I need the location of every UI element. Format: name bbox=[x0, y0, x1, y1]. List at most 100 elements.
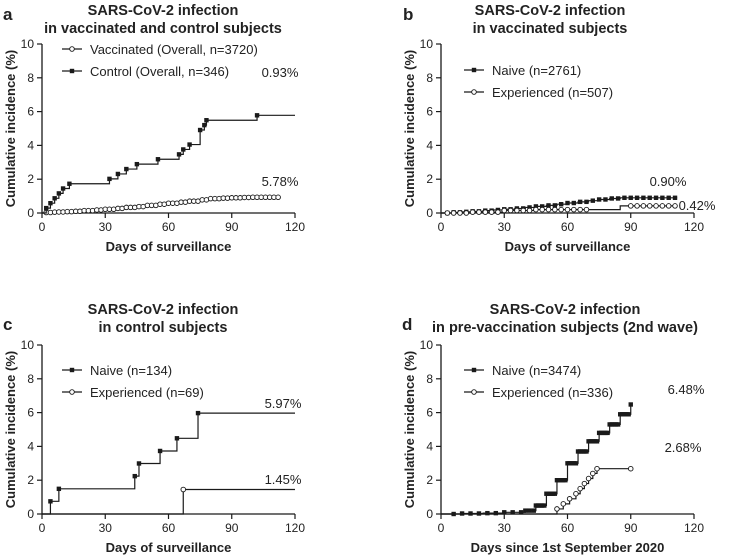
y-tick-label: 4 bbox=[426, 138, 433, 152]
chart-title: SARS-CoV-2 infection bbox=[88, 302, 239, 318]
legend-label: Naive (n=2761) bbox=[492, 63, 581, 78]
legend-marker bbox=[69, 389, 75, 395]
y-tick-label: 8 bbox=[27, 71, 34, 85]
data-point bbox=[596, 197, 602, 202]
data-point bbox=[501, 207, 508, 214]
data-point bbox=[155, 157, 161, 162]
panel-b: b SARS-CoV-2 infection in vaccinated subje… bbox=[402, 3, 716, 254]
data-point bbox=[495, 209, 501, 215]
legend-marker bbox=[69, 367, 75, 373]
y-tick-label: 2 bbox=[27, 172, 34, 186]
data-point bbox=[204, 118, 209, 123]
data-point bbox=[628, 465, 634, 472]
x-tick-label: 60 bbox=[162, 220, 176, 234]
data-point bbox=[590, 198, 595, 203]
end-value-label: 5.97% bbox=[265, 396, 302, 411]
legend-item: Naive (n=3474) bbox=[464, 363, 581, 378]
data-point bbox=[646, 203, 653, 209]
y-tick-label: 8 bbox=[27, 372, 34, 386]
panel-letter: a bbox=[3, 5, 13, 24]
end-value-label: 5.78% bbox=[262, 174, 299, 189]
end-value-label: 0.90% bbox=[650, 174, 687, 189]
y-axis-label: Cumulative incidence (%) bbox=[3, 50, 18, 207]
data-point bbox=[44, 205, 49, 211]
series-2 bbox=[441, 465, 634, 515]
data-point bbox=[626, 412, 631, 417]
chart-title: in pre-vaccination subjects (2nd wave) bbox=[432, 320, 698, 336]
chart-title: in vaccinated subjects bbox=[473, 21, 628, 37]
legend-label: Control (Overall, n=346) bbox=[90, 64, 229, 79]
data-point bbox=[584, 199, 589, 205]
series-2 bbox=[42, 113, 295, 214]
data-point bbox=[577, 206, 583, 213]
data-point bbox=[563, 478, 568, 483]
x-tick-label: 60 bbox=[561, 220, 575, 234]
data-point bbox=[531, 508, 536, 513]
data-point bbox=[565, 200, 570, 206]
x-axis-label: Days of surveillance bbox=[106, 239, 232, 254]
end-value-label: 2.68% bbox=[665, 440, 702, 455]
y-tick-label: 6 bbox=[426, 406, 433, 420]
y-tick-label: 0 bbox=[426, 206, 433, 220]
legend-marker bbox=[471, 89, 477, 95]
data-point bbox=[202, 122, 207, 128]
data-point bbox=[502, 510, 507, 515]
data-point bbox=[584, 449, 589, 454]
data-point bbox=[622, 195, 627, 200]
data-point bbox=[60, 186, 66, 191]
data-point bbox=[124, 166, 129, 172]
data-point bbox=[115, 171, 121, 177]
data-point bbox=[533, 206, 539, 213]
y-tick-label: 10 bbox=[21, 37, 35, 51]
data-point bbox=[463, 210, 470, 216]
data-point bbox=[634, 203, 640, 209]
panel-letter: b bbox=[403, 5, 413, 24]
y-axis-label: Cumulative incidence (%) bbox=[3, 351, 18, 508]
data-point bbox=[615, 196, 621, 201]
series-line bbox=[42, 488, 295, 515]
y-tick-label: 0 bbox=[426, 507, 433, 521]
x-tick-label: 30 bbox=[498, 220, 512, 234]
legend-item: Experienced (n=507) bbox=[464, 85, 613, 100]
data-point bbox=[180, 486, 187, 493]
y-tick-label: 8 bbox=[426, 372, 433, 386]
data-point bbox=[594, 465, 600, 472]
legend-item: Naive (n=134) bbox=[62, 363, 172, 378]
data-point bbox=[577, 485, 583, 492]
x-tick-label: 30 bbox=[498, 521, 512, 535]
legend-item: Naive (n=2761) bbox=[464, 63, 581, 78]
chart-title: SARS-CoV-2 infection bbox=[490, 302, 641, 318]
chart-title: SARS-CoV-2 infection bbox=[88, 3, 239, 19]
data-point bbox=[469, 209, 476, 215]
x-tick-label: 90 bbox=[624, 521, 638, 535]
legend-item: Control (Overall, n=346) bbox=[62, 64, 229, 79]
series-1 bbox=[441, 402, 633, 517]
series-2 bbox=[42, 486, 295, 515]
data-point bbox=[514, 207, 520, 214]
data-point bbox=[136, 461, 142, 466]
y-axis-label: Cumulative incidence (%) bbox=[402, 50, 417, 207]
data-point bbox=[526, 207, 533, 214]
end-value-label: 0.93% bbox=[262, 65, 299, 80]
y-tick-label: 4 bbox=[27, 138, 34, 152]
y-tick-label: 0 bbox=[27, 507, 34, 521]
data-point bbox=[533, 204, 539, 209]
data-point bbox=[134, 161, 140, 167]
data-point bbox=[507, 207, 514, 214]
y-tick-label: 10 bbox=[420, 338, 434, 352]
data-point bbox=[571, 200, 577, 206]
data-point bbox=[653, 203, 659, 209]
legend-label: Experienced (n=69) bbox=[90, 385, 204, 400]
data-point bbox=[485, 510, 490, 516]
data-point bbox=[552, 206, 558, 213]
data-point bbox=[615, 422, 621, 427]
data-point bbox=[176, 152, 182, 157]
data-point bbox=[132, 473, 137, 479]
data-point bbox=[488, 209, 495, 215]
data-point bbox=[540, 204, 545, 209]
data-point bbox=[476, 209, 482, 215]
data-point bbox=[653, 195, 659, 200]
legend-marker bbox=[69, 68, 75, 74]
data-point bbox=[552, 203, 558, 208]
